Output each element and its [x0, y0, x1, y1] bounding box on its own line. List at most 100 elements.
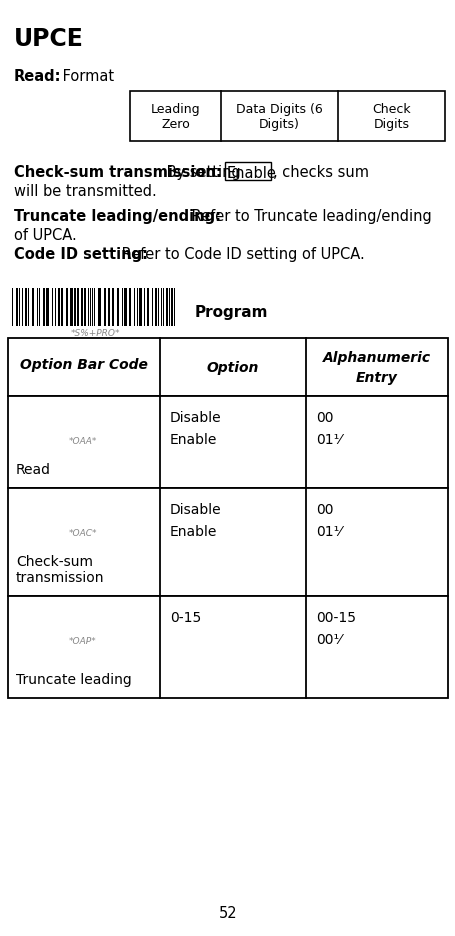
Bar	[130, 92, 444, 142]
Bar	[78, 404, 81, 434]
Bar	[17, 404, 18, 434]
Text: 00-15: 00-15	[315, 610, 355, 624]
Bar	[90, 288, 91, 327]
Bar	[144, 288, 145, 327]
Bar	[8, 339, 447, 397]
Bar	[32, 605, 33, 635]
Bar	[152, 288, 153, 327]
Text: Check-sum transmission:: Check-sum transmission:	[14, 165, 221, 180]
Text: Entry: Entry	[355, 371, 397, 385]
Bar	[58, 496, 59, 526]
Bar	[68, 496, 70, 526]
Bar	[119, 496, 120, 526]
Text: 01⅟: 01⅟	[315, 524, 341, 538]
Bar	[91, 605, 93, 635]
Text: Disable: Disable	[170, 411, 221, 425]
Bar	[114, 496, 116, 526]
Bar	[20, 605, 21, 635]
Bar	[61, 605, 64, 635]
Bar	[102, 605, 104, 635]
Text: 00: 00	[315, 411, 333, 425]
Bar	[30, 404, 32, 434]
Bar	[117, 404, 119, 434]
Bar	[171, 288, 172, 327]
Bar	[139, 605, 140, 635]
Bar	[66, 288, 68, 327]
Bar	[174, 288, 175, 327]
Bar	[95, 605, 96, 635]
Bar	[19, 288, 20, 327]
Bar	[54, 605, 55, 635]
Bar	[22, 288, 23, 327]
Text: Code ID setting:: Code ID setting:	[14, 247, 148, 262]
Bar	[125, 404, 127, 434]
Bar	[21, 496, 24, 526]
Bar	[88, 496, 89, 526]
Bar	[14, 404, 15, 434]
Text: Leading
Zero: Leading Zero	[151, 103, 200, 131]
Bar	[124, 288, 127, 327]
Bar	[16, 605, 18, 635]
Text: Program: Program	[195, 304, 268, 319]
Text: , checks sum: , checks sum	[273, 165, 368, 180]
Text: 0-15: 0-15	[170, 610, 201, 624]
Bar	[106, 404, 108, 434]
Bar	[129, 288, 131, 327]
Bar	[161, 288, 162, 327]
Bar	[88, 288, 89, 327]
Bar	[131, 605, 134, 635]
Bar	[55, 288, 56, 327]
Text: Disable: Disable	[170, 503, 221, 517]
Bar	[35, 605, 37, 635]
Bar	[87, 605, 90, 635]
Bar	[122, 605, 123, 635]
Bar	[29, 605, 30, 635]
Text: *OAA*: *OAA*	[69, 436, 97, 446]
Bar	[139, 496, 141, 526]
Bar	[119, 605, 120, 635]
Bar	[77, 288, 79, 327]
Text: 01⅟: 01⅟	[315, 432, 341, 446]
Bar	[32, 288, 34, 327]
Text: Enable: Enable	[227, 166, 276, 181]
Bar	[14, 605, 15, 635]
Bar	[70, 288, 73, 327]
Bar	[120, 404, 123, 434]
Bar	[56, 404, 57, 434]
Bar	[92, 404, 95, 434]
Bar	[135, 496, 136, 526]
Bar	[27, 605, 28, 635]
Bar	[133, 496, 134, 526]
Bar	[98, 404, 101, 434]
Bar	[57, 605, 59, 635]
Text: Data Digits (6
Digits): Data Digits (6 Digits)	[236, 103, 322, 131]
Bar	[136, 404, 138, 434]
Bar	[50, 404, 52, 434]
Bar	[34, 404, 36, 434]
Bar	[74, 288, 76, 327]
Bar	[85, 404, 87, 434]
Bar	[8, 397, 447, 489]
Bar	[134, 288, 135, 327]
Text: Read:: Read:	[14, 69, 61, 84]
Bar	[69, 605, 71, 635]
Bar	[40, 496, 42, 526]
Bar	[44, 404, 46, 434]
Text: Option: Option	[207, 360, 258, 374]
Bar	[12, 288, 13, 327]
Bar	[79, 605, 81, 635]
Bar	[75, 404, 76, 434]
Text: *OAP*: *OAP*	[69, 636, 96, 645]
Text: Read: Read	[16, 462, 51, 476]
Bar	[47, 496, 50, 526]
Bar	[61, 496, 62, 526]
Text: Enable: Enable	[170, 432, 217, 446]
Bar	[25, 404, 28, 434]
Bar	[25, 288, 27, 327]
Bar	[43, 496, 45, 526]
Text: of UPCA.: of UPCA.	[14, 227, 76, 242]
Bar	[20, 404, 21, 434]
Bar	[135, 605, 136, 635]
Bar	[44, 605, 47, 635]
Bar	[157, 288, 159, 327]
